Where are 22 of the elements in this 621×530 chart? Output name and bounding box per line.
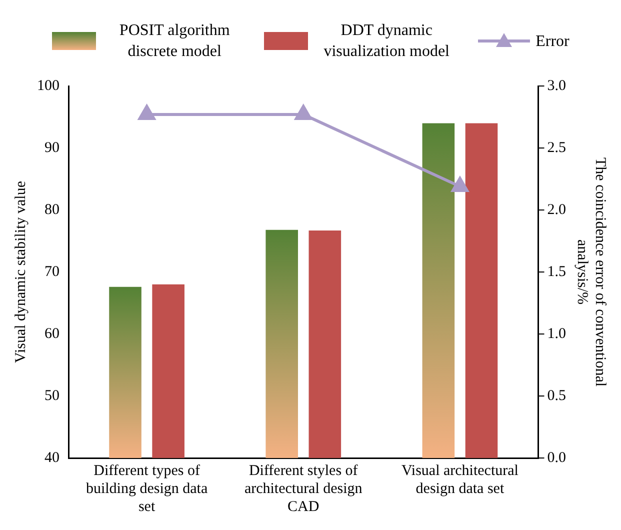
legend-label: POSIT algorithm discrete model <box>118 21 231 62</box>
y2-tick-label: 2.0 <box>547 202 566 218</box>
y2-tick-label: 0.5 <box>547 388 566 404</box>
y2-tick-label: 1.0 <box>547 326 566 342</box>
y-tick-label: 90 <box>44 140 60 156</box>
y-tick-label: 80 <box>44 202 60 218</box>
y-tick-label: 70 <box>44 264 60 280</box>
y-axis-title: Visual dynamic stability value <box>12 180 29 363</box>
y2-tick-label: 1.5 <box>547 264 566 280</box>
x-tick-label: Different styles of architectural design CAD <box>244 462 363 515</box>
y-tick-label: 60 <box>44 326 60 342</box>
y-tick-label: 50 <box>44 388 60 404</box>
y-tick-label: 100 <box>37 78 60 94</box>
x-tick-label: Visual architectural design data set <box>401 462 518 497</box>
y2-tick-label: 2.5 <box>547 140 566 156</box>
x-tick-label: Different types of building design data set <box>86 462 208 515</box>
y-tick-label: 40 <box>44 450 60 466</box>
legend-label: DDT dynamic visualization model <box>322 21 450 62</box>
y2-tick-label: 3.0 <box>547 78 566 94</box>
y2-axis-title: The coincidence error of conventional analysis/% <box>574 157 608 387</box>
legend-label: Error <box>536 32 570 52</box>
y2-tick-label: 0.0 <box>547 450 566 466</box>
